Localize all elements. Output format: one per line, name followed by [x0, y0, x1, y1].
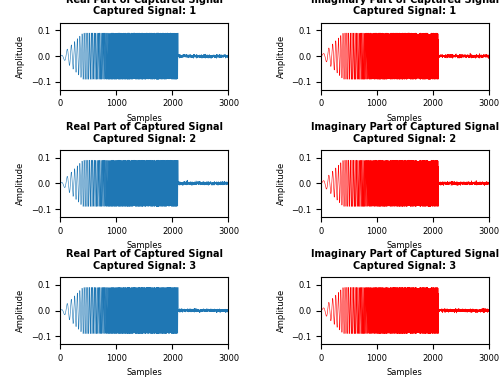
Title: Imaginary Part of Captured Signal
Captured Signal: 3: Imaginary Part of Captured Signal Captur… [311, 249, 499, 271]
Y-axis label: Amplitude: Amplitude [277, 162, 285, 205]
Title: Real Part of Captured Signal
Captured Signal: 2: Real Part of Captured Signal Captured Si… [66, 122, 223, 144]
X-axis label: Samples: Samples [127, 114, 162, 123]
X-axis label: Samples: Samples [127, 241, 162, 250]
Y-axis label: Amplitude: Amplitude [16, 162, 25, 205]
X-axis label: Samples: Samples [387, 241, 423, 250]
Y-axis label: Amplitude: Amplitude [16, 289, 25, 332]
Title: Imaginary Part of Captured Signal
Captured Signal: 2: Imaginary Part of Captured Signal Captur… [311, 122, 499, 144]
X-axis label: Samples: Samples [127, 368, 162, 377]
X-axis label: Samples: Samples [387, 368, 423, 377]
Y-axis label: Amplitude: Amplitude [277, 289, 285, 332]
Title: Imaginary Part of Captured Signal
Captured Signal: 1: Imaginary Part of Captured Signal Captur… [311, 0, 499, 16]
Y-axis label: Amplitude: Amplitude [16, 34, 25, 78]
Title: Real Part of Captured Signal
Captured Signal: 3: Real Part of Captured Signal Captured Si… [66, 249, 223, 271]
Title: Real Part of Captured Signal
Captured Signal: 1: Real Part of Captured Signal Captured Si… [66, 0, 223, 16]
X-axis label: Samples: Samples [387, 114, 423, 123]
Y-axis label: Amplitude: Amplitude [277, 34, 285, 78]
